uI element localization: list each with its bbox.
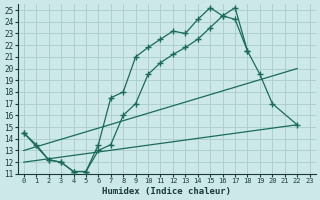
X-axis label: Humidex (Indice chaleur): Humidex (Indice chaleur) xyxy=(102,187,231,196)
